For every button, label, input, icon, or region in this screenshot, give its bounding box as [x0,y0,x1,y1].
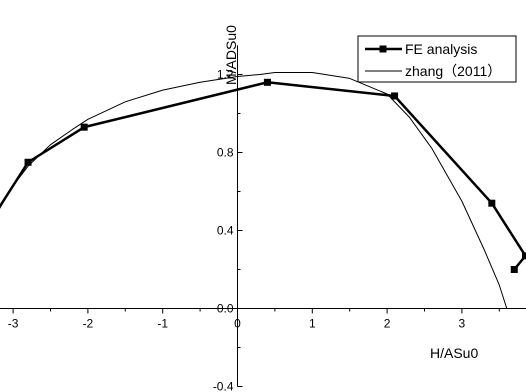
series-line-0 [0,81,526,271]
legend: FE analysis zhang（2011） [357,35,517,83]
x-tick-label: 2 [384,317,391,331]
legend-label-zhang: zhang（2011） [405,63,501,79]
ticks: -4-3-2-101234-0.40.00.40.81.2 [8,68,500,392]
legend-box [357,35,517,83]
legend-marker-fe [379,45,387,53]
data-point [24,158,32,166]
series-line-1 [0,72,508,309]
x-tick-label: 0 [234,317,241,331]
axes [0,45,526,387]
x-tick-label: -3 [8,317,19,331]
legend-label-fe: FE analysis [405,41,477,57]
x-tick-label: -1 [157,317,168,331]
data-point [391,92,399,100]
x-tick-label: -2 [83,317,94,331]
y-tick-label: 0.4 [217,224,234,238]
y-tick-label: 0.0 [217,302,234,316]
data-point [521,252,526,260]
x-axis-title: H/ASu0 [430,345,478,361]
y-axis-title: M/ADSu0 [223,25,239,85]
data-point [263,78,271,86]
x-tick-label: 3 [459,317,466,331]
y-tick-label: 0.8 [217,146,234,160]
plot-area [0,72,526,309]
x-tick-label: 1 [309,317,316,331]
data-point [510,266,518,273]
data-point [80,123,88,131]
y-tick-label: -0.4 [213,380,234,392]
data-point [488,199,496,207]
